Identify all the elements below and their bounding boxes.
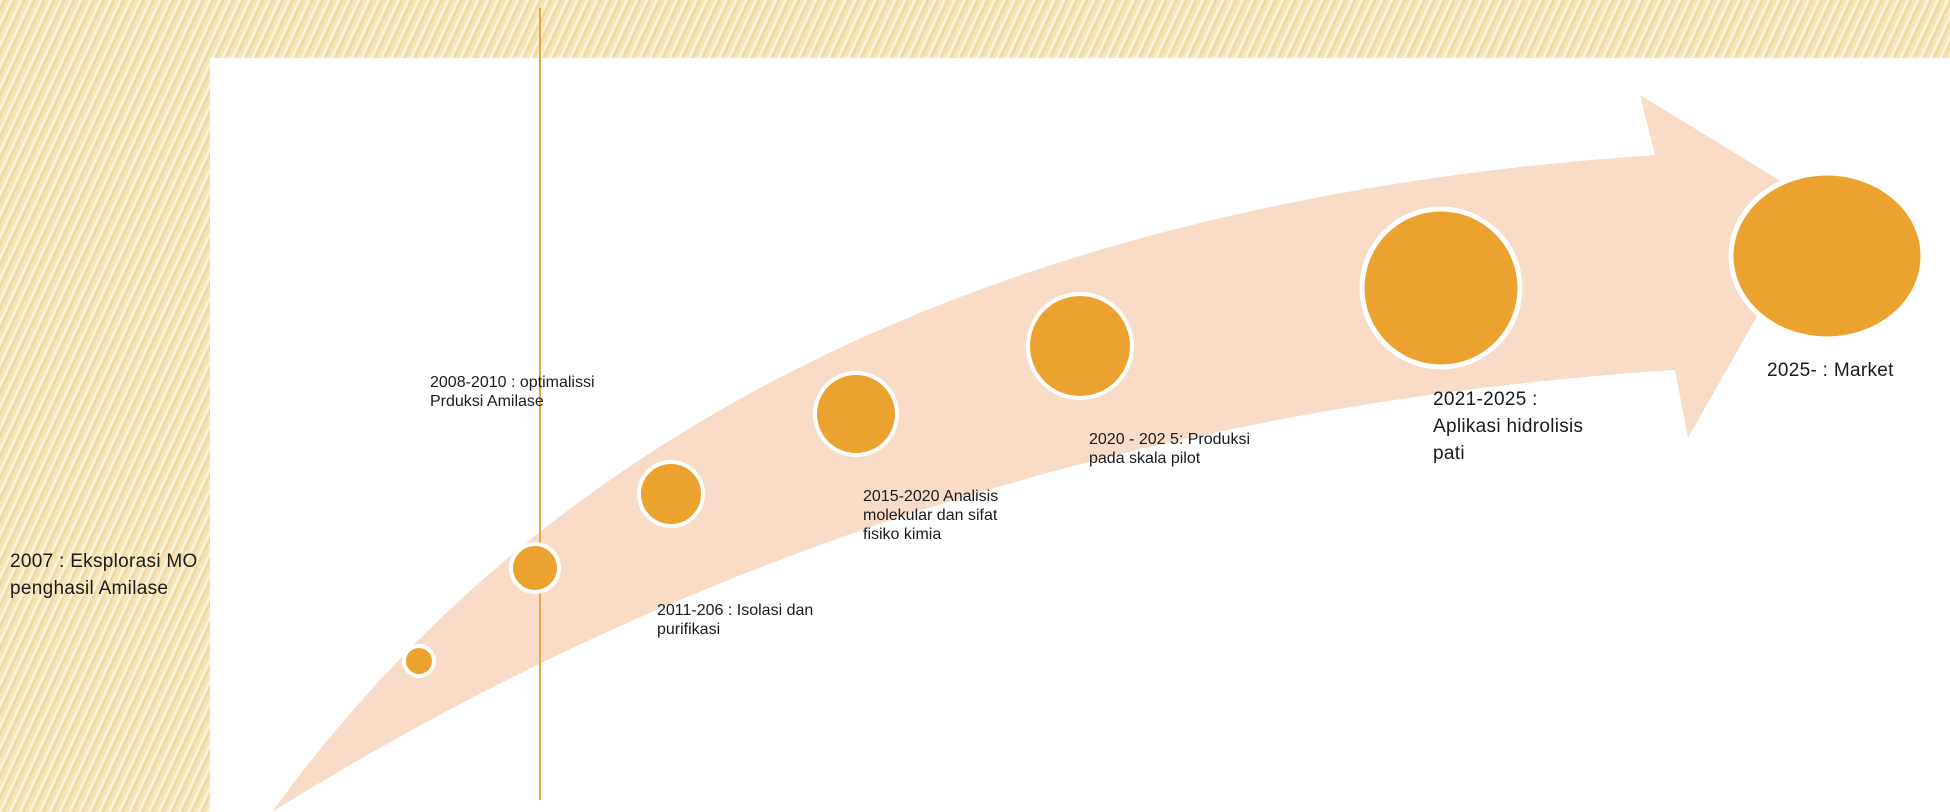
milestone-dot-7 xyxy=(1728,170,1926,342)
milestone-dot-2 xyxy=(509,542,561,594)
milestone-label-3: 2011-206 : Isolasi dan purifikasi xyxy=(657,602,814,638)
milestone-dot-1 xyxy=(402,644,436,678)
milestone-label-1: 2007 : Eksplorasi MO penghasil Amilase xyxy=(10,551,198,599)
milestone-dot-5 xyxy=(1026,292,1134,400)
milestone-label-2: 2008-2010 : optimalissi Prduksi Amilase xyxy=(430,374,595,410)
milestone-dot-3 xyxy=(637,460,705,528)
milestone-dot-6 xyxy=(1359,206,1523,370)
milestone-label-7: 2025- : Market xyxy=(1767,360,1894,381)
milestone-label-4: 2015-2020 Analisis molekular dan sifat f… xyxy=(863,488,999,543)
milestone-label-6: 2021-2025 : Aplikasi hidrolisis pati xyxy=(1433,389,1584,464)
milestone-label-5: 2020 - 202 5: Produksi pada skala pilot xyxy=(1089,431,1250,467)
timeline-arrow xyxy=(272,95,1820,812)
milestone-dot-4 xyxy=(813,371,899,457)
